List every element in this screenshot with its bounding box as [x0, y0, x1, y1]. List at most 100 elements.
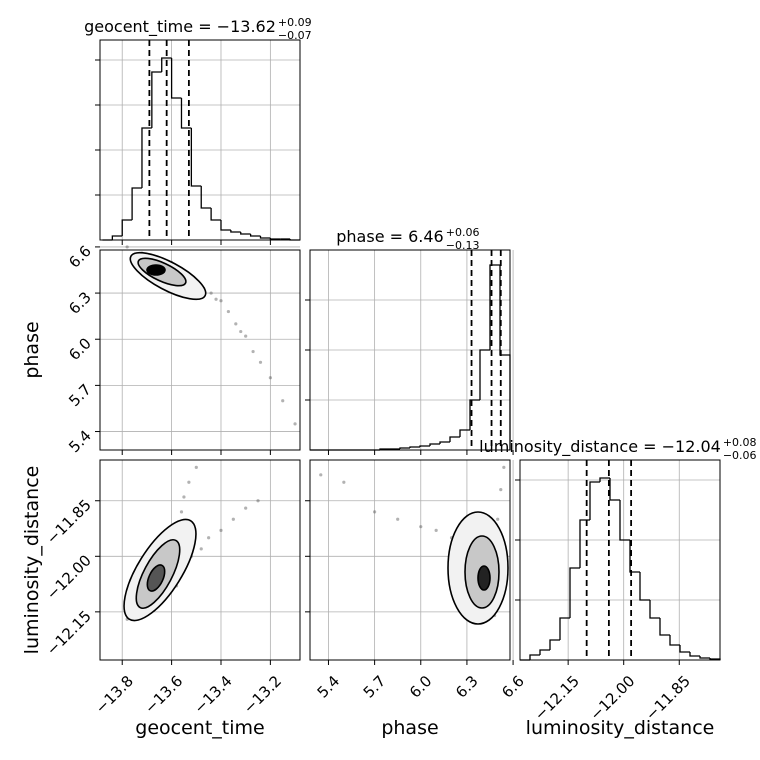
sample-point — [125, 245, 129, 249]
x-axis-label: phase — [381, 717, 438, 739]
histogram-step — [131, 187, 142, 220]
panel-title: geocent_time = −13.62 — [84, 17, 276, 37]
panel: geocent_time = −13.62 +0.09−0.07 — [84, 16, 312, 245]
histogram-step — [699, 656, 710, 659]
panel-frame — [309, 249, 511, 451]
sample-point — [496, 517, 500, 521]
sample-point — [214, 297, 218, 301]
histogram-step — [449, 436, 460, 442]
title-upper: +0.09 — [278, 16, 312, 29]
histogram-step — [599, 477, 610, 482]
sample-point — [293, 422, 297, 426]
sample-point — [207, 536, 211, 540]
histogram-step — [399, 447, 410, 449]
histogram-step — [679, 645, 690, 653]
sample-point — [239, 329, 243, 334]
contour — [146, 564, 166, 592]
y-tick-label: −12.15 — [43, 607, 95, 659]
histogram-step — [259, 236, 271, 239]
panel-frame — [519, 459, 721, 661]
contours — [123, 251, 509, 625]
panel-title: luminosity_distance = −12.04 — [479, 437, 721, 457]
sample-point — [373, 510, 377, 514]
x-tick-label: 6.3 — [452, 672, 482, 702]
histogram-step — [170, 58, 182, 99]
sample-point — [199, 547, 203, 551]
histogram-step — [649, 600, 660, 619]
y-tick-label: 6.3 — [65, 288, 95, 318]
sample-point — [281, 399, 285, 403]
title-upper: +0.08 — [723, 436, 757, 449]
sample-point — [234, 322, 238, 326]
sample-point — [187, 480, 191, 484]
title-lower: −0.07 — [278, 29, 312, 42]
histogram-step — [429, 443, 440, 446]
histogram-step — [249, 234, 261, 237]
histogram-step — [459, 429, 470, 437]
panel-frame — [309, 459, 511, 661]
histogram-step — [659, 618, 670, 636]
y-tick-label: 5.7 — [65, 380, 95, 410]
x-axis-label: geocent_time — [135, 717, 264, 739]
sample-point — [182, 495, 186, 499]
sample-point — [251, 349, 255, 354]
sample-point — [258, 360, 263, 364]
histogram-step — [689, 652, 700, 657]
y-tick-label: 6.0 — [65, 334, 95, 364]
sample-point — [179, 510, 184, 514]
sample-point — [256, 499, 260, 503]
x-tick-label: −13.6 — [141, 672, 186, 717]
contour — [477, 565, 491, 591]
histogram-step — [559, 617, 570, 640]
sample-point — [209, 291, 213, 295]
x-tick-label: 6.0 — [406, 672, 436, 702]
histogram-step — [439, 441, 450, 444]
histogram-step — [579, 519, 590, 568]
histogram-step — [151, 71, 162, 128]
histogram-step — [469, 399, 480, 430]
y-tick-label: 6.6 — [65, 242, 95, 272]
histogram-step — [619, 500, 630, 541]
histogram-step — [629, 540, 640, 573]
y-tick-label: −12.00 — [43, 551, 95, 603]
x-tick-label: 5.4 — [314, 672, 344, 702]
sample-point — [268, 376, 272, 380]
histogram-step — [141, 127, 152, 188]
y-tick-label: −11.85 — [43, 496, 95, 548]
title-lower: −0.13 — [446, 239, 480, 252]
sample-point — [434, 528, 438, 532]
histogram-step — [180, 98, 192, 129]
contour — [146, 264, 166, 276]
histogram-step — [190, 128, 202, 187]
sample-point — [502, 465, 506, 470]
sample-point — [219, 528, 223, 532]
sample-point — [342, 480, 346, 484]
histogram-step — [569, 567, 580, 618]
histogram-step — [609, 478, 620, 501]
histogram-step — [489, 264, 500, 350]
x-axis-label: luminosity_distance — [526, 717, 715, 739]
sample-point — [244, 506, 248, 510]
sample-point — [244, 334, 248, 338]
histogram-step — [121, 219, 133, 236]
histogram-step — [161, 57, 172, 72]
sample-point — [219, 299, 223, 303]
histogram-step — [409, 446, 420, 448]
histogram-step — [111, 235, 123, 240]
sample-point — [226, 309, 230, 314]
histogram-step — [210, 208, 221, 221]
histogram-step — [589, 481, 600, 520]
sample-point — [499, 488, 503, 492]
y-tick-label: 5.4 — [65, 427, 95, 457]
sample-point — [419, 525, 423, 529]
sample-point — [396, 517, 400, 521]
title-lower: −0.06 — [723, 449, 757, 462]
x-tick-label: −13.2 — [240, 672, 285, 717]
x-tick-label: 5.7 — [360, 672, 390, 702]
histogram-step — [529, 654, 540, 660]
histogram-step — [200, 186, 212, 209]
histogram-step — [269, 238, 281, 240]
histogram-step — [669, 635, 680, 646]
histogram-step — [240, 232, 251, 235]
